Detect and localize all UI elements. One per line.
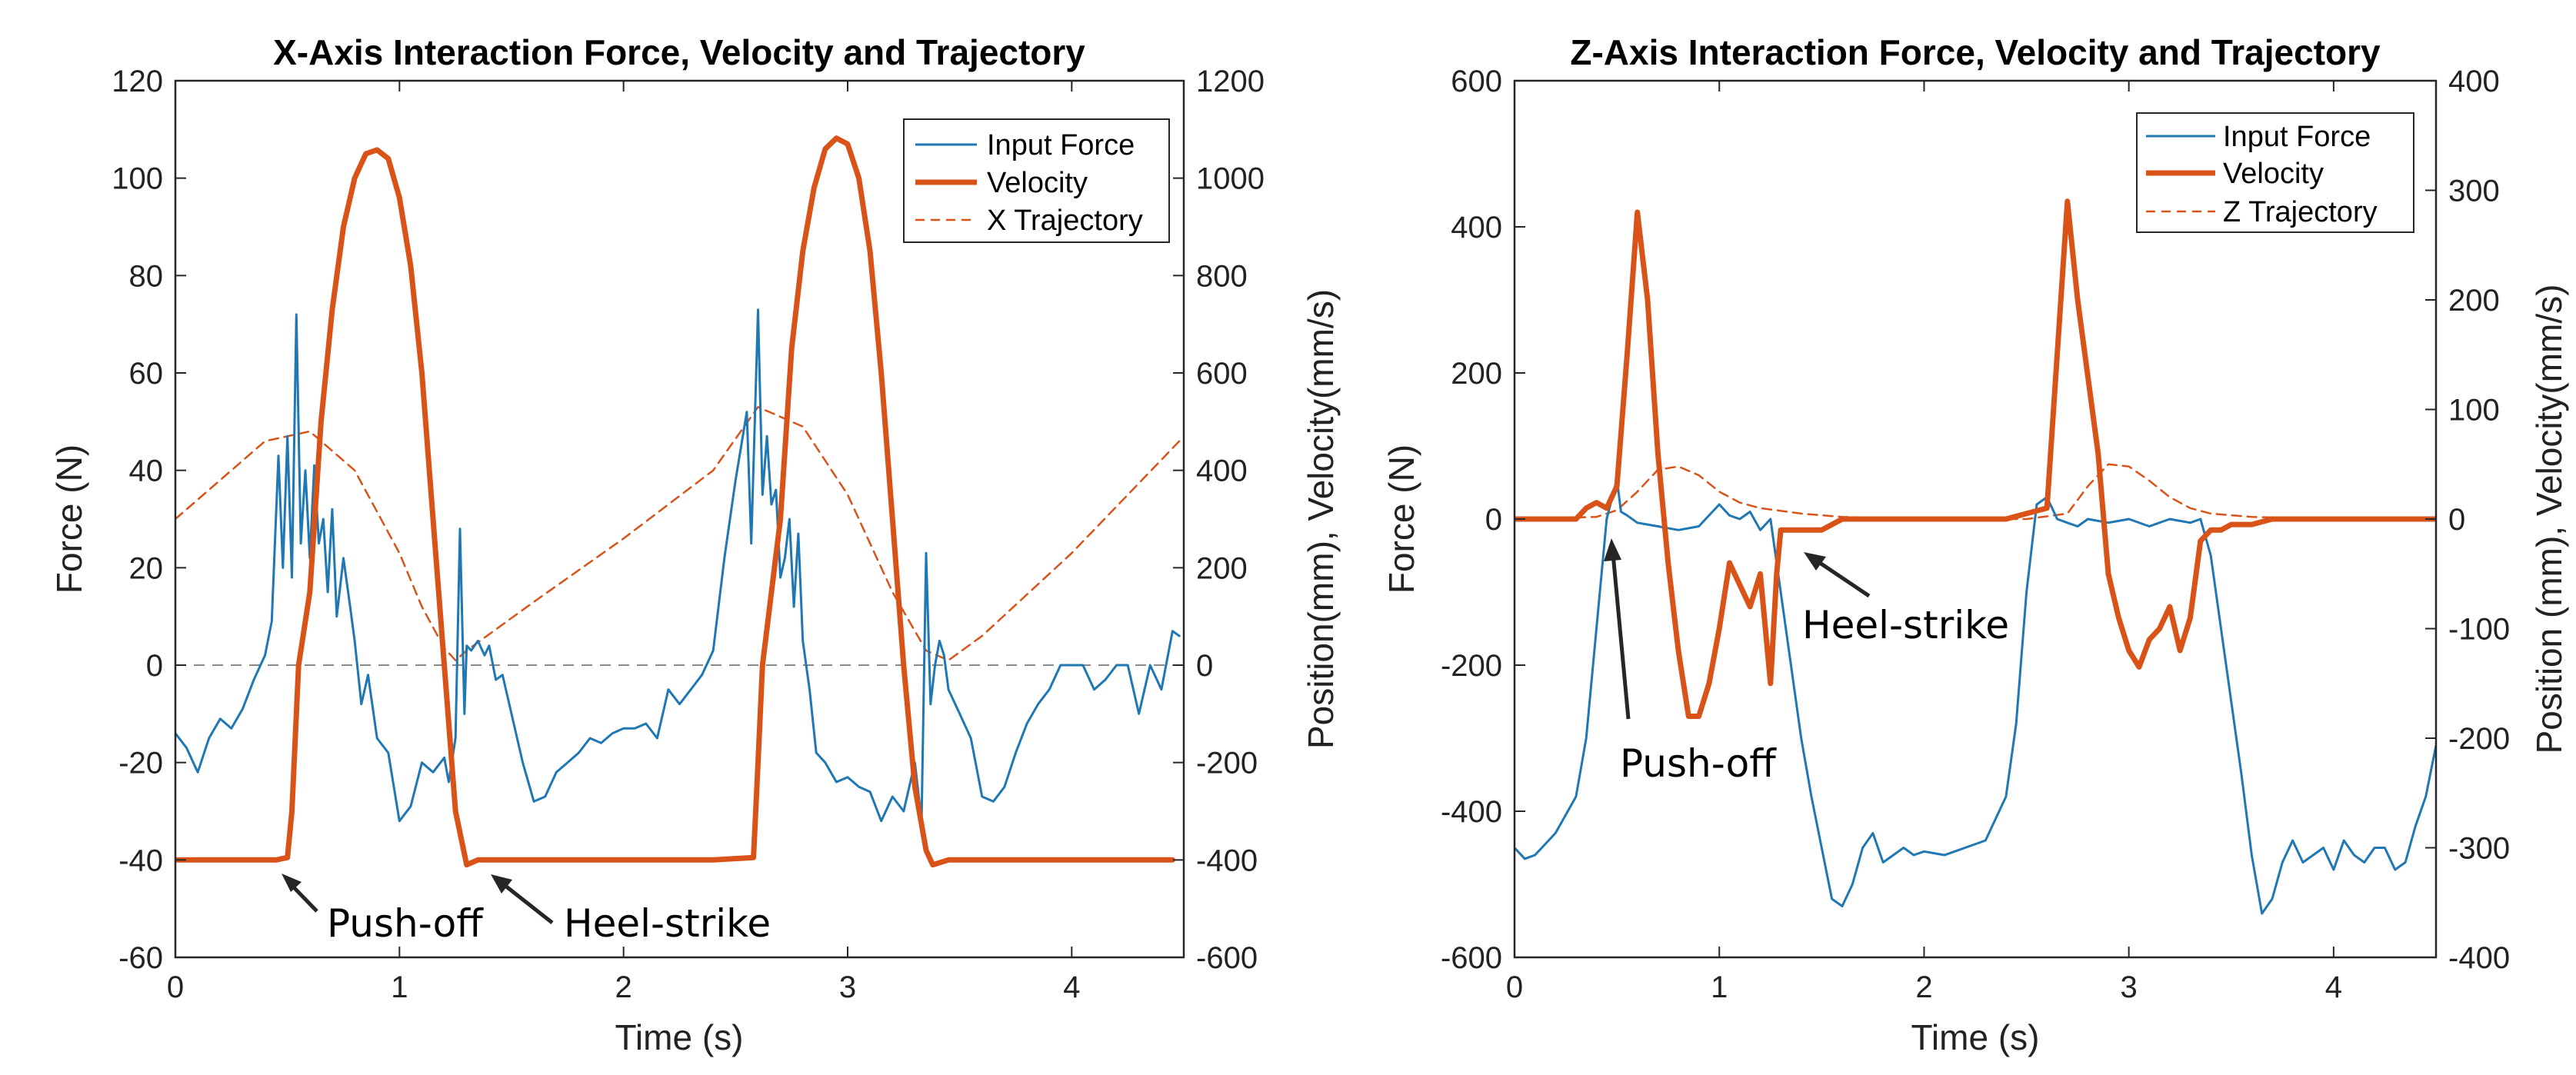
y2-tick-label: -600 bbox=[1196, 941, 1258, 975]
x-tick-label: 1 bbox=[391, 970, 408, 1004]
chart-title: X-Axis Interaction Force, Velocity and T… bbox=[273, 32, 1085, 72]
y2-tick-label: -200 bbox=[1196, 747, 1258, 780]
y-tick-label: 40 bbox=[129, 454, 164, 488]
y-tick-label: 120 bbox=[112, 65, 163, 98]
y-axis-label: Force (N) bbox=[1381, 444, 1421, 594]
y-tick-label: 400 bbox=[1451, 211, 1502, 245]
x-axis-chart: X-Axis Interaction Force, Velocity and T… bbox=[49, 32, 1341, 1057]
legend-label: Input Force bbox=[987, 129, 1135, 161]
annotation-label: Push-off bbox=[1620, 741, 1777, 786]
y2-tick-label: 400 bbox=[2448, 65, 2500, 98]
legend-label: Z Trajectory bbox=[2223, 196, 2378, 228]
legend: Input Force Velocity X Trajectory bbox=[903, 118, 1170, 243]
x-tick-label: 2 bbox=[1915, 970, 1932, 1004]
x-axis-label: Time (s) bbox=[615, 1017, 744, 1057]
y2-axis-label: Position (mm), Velocity(mm/s) bbox=[2529, 285, 2569, 754]
y-axis-label: Force (N) bbox=[49, 444, 89, 594]
y2-tick-label: 1200 bbox=[1196, 65, 1265, 98]
x-tick-label: 3 bbox=[2121, 970, 2138, 1004]
annotation-heel-strike: Heel-strike bbox=[1802, 552, 2009, 647]
annotation-label: Heel-strike bbox=[1802, 603, 2009, 647]
y2-tick-label: 300 bbox=[2448, 175, 2500, 208]
annotation-push-off: Push-off bbox=[282, 874, 484, 946]
legend-label: X Trajectory bbox=[987, 205, 1143, 237]
legend: Input Force Velocity Z Trajectory bbox=[2136, 112, 2414, 233]
y2-tick-label: 200 bbox=[1196, 551, 1248, 585]
y2-tick-label: 200 bbox=[2448, 284, 2500, 318]
y2-tick-label: 0 bbox=[1196, 649, 1213, 683]
y2-tick-label: -300 bbox=[2448, 832, 2510, 866]
series-line-input-force bbox=[1515, 478, 2436, 915]
annotation-label: Heel-strike bbox=[564, 901, 771, 946]
y-tick-label: 60 bbox=[129, 357, 164, 391]
x-tick-label: 4 bbox=[1063, 970, 1080, 1004]
y-tick-label: 100 bbox=[112, 162, 163, 196]
z-axis-chart: Z-Axis Interaction Force, Velocity and T… bbox=[1381, 32, 2569, 1057]
y2-tick-label: 400 bbox=[1196, 454, 1248, 488]
y-tick-label: -40 bbox=[118, 844, 163, 877]
y2-tick-label: 800 bbox=[1196, 259, 1248, 293]
y2-tick-label: 1000 bbox=[1196, 162, 1265, 196]
x-tick-label: 1 bbox=[1711, 970, 1728, 1004]
x-tick-label: 0 bbox=[1506, 970, 1523, 1004]
y-tick-label: 200 bbox=[1451, 357, 1502, 391]
y-tick-label: 80 bbox=[129, 259, 164, 293]
x-tick-label: 0 bbox=[167, 970, 184, 1004]
legend-label: Velocity bbox=[987, 167, 1088, 199]
y2-axis-label: Position(mm), Velocity(mm/s) bbox=[1301, 289, 1341, 749]
x-tick-label: 3 bbox=[839, 970, 856, 1004]
y-tick-label: -200 bbox=[1441, 649, 1502, 683]
y-tick-label: 600 bbox=[1451, 65, 1502, 98]
y-tick-label: -400 bbox=[1441, 795, 1502, 829]
chart-title: Z-Axis Interaction Force, Velocity and T… bbox=[1570, 32, 2381, 72]
y-tick-label: -20 bbox=[118, 747, 163, 780]
legend-label: Velocity bbox=[2223, 158, 2324, 190]
plot-frame bbox=[174, 79, 1185, 959]
y-tick-label: 0 bbox=[1485, 503, 1502, 537]
annotation-push-off: Push-off bbox=[1604, 538, 1777, 786]
series-line-velocity bbox=[175, 135, 1175, 868]
y2-tick-label: -100 bbox=[2448, 613, 2510, 647]
legend-label: Input Force bbox=[2223, 121, 2371, 153]
y2-tick-label: 600 bbox=[1196, 357, 1248, 391]
x-tick-label: 4 bbox=[2325, 970, 2342, 1004]
y-tick-label: -60 bbox=[118, 941, 163, 975]
annotation-heel-strike: Heel-strike bbox=[491, 874, 771, 946]
y-tick-label: 0 bbox=[146, 649, 163, 683]
y2-tick-label: -200 bbox=[2448, 722, 2510, 756]
x-axis-label: Time (s) bbox=[1911, 1017, 2040, 1057]
annotation-label: Push-off bbox=[327, 901, 484, 946]
y2-tick-label: 0 bbox=[2448, 503, 2465, 537]
y-tick-label: 20 bbox=[129, 551, 164, 585]
y-tick-label: -600 bbox=[1441, 941, 1502, 975]
series-line-velocity bbox=[1515, 198, 2436, 719]
y2-tick-label: -400 bbox=[1196, 844, 1258, 877]
y2-tick-label: -400 bbox=[2448, 941, 2510, 975]
series-line-input-force bbox=[175, 308, 1181, 823]
x-tick-label: 2 bbox=[615, 970, 632, 1004]
y2-tick-label: 100 bbox=[2448, 394, 2500, 428]
